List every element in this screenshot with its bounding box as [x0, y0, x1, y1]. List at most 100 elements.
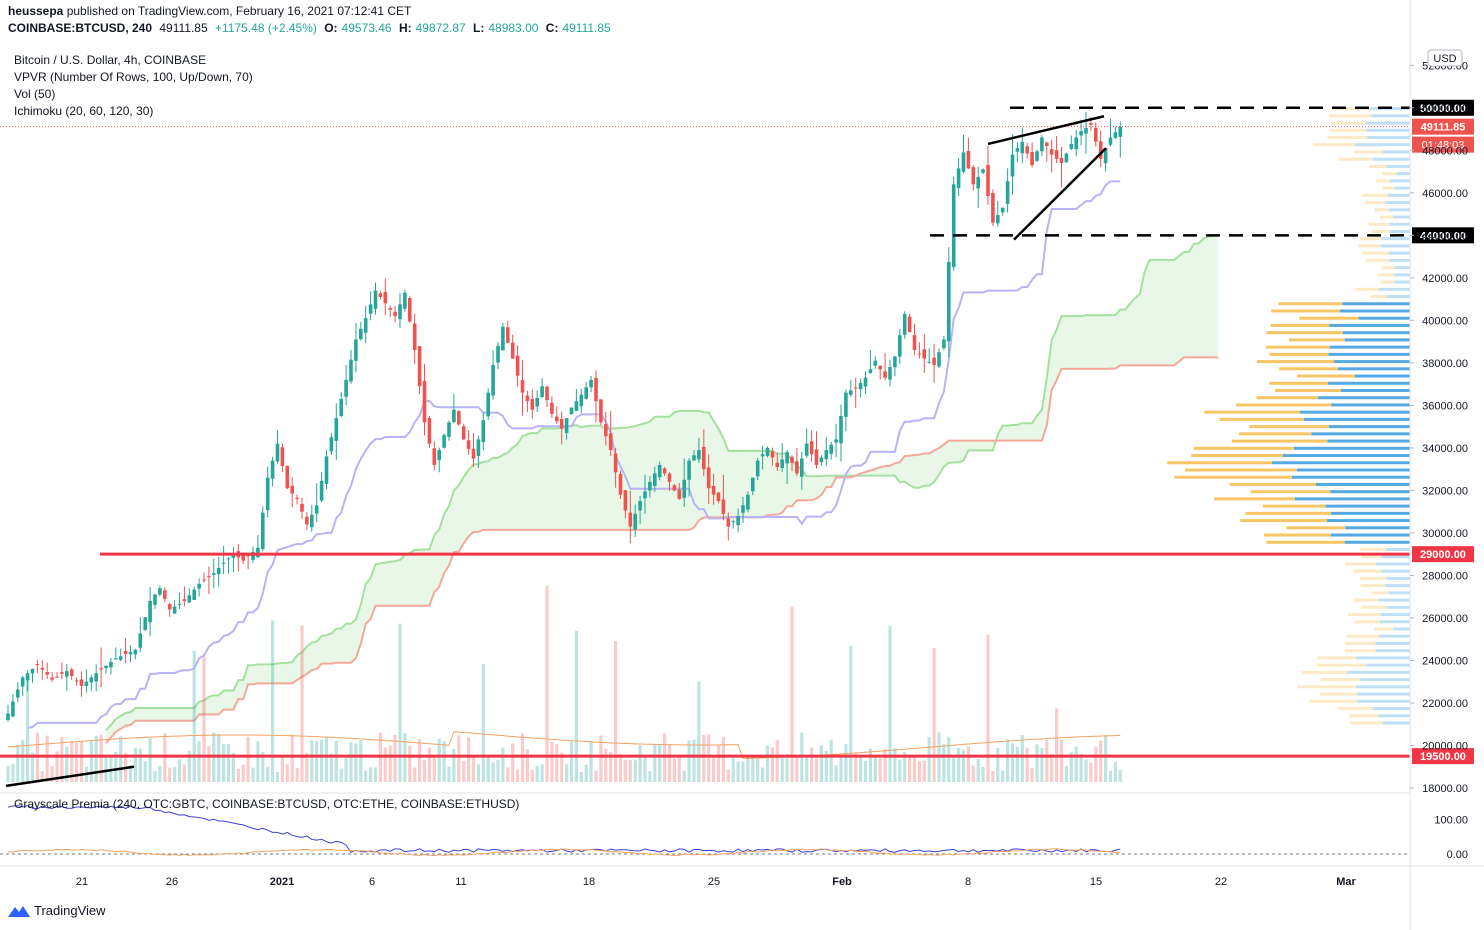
level-label-box	[1412, 546, 1474, 563]
candle-body	[1045, 142, 1049, 147]
volume-bar	[849, 645, 853, 782]
volume-bar	[927, 736, 931, 782]
vp-up-bar	[1272, 461, 1410, 465]
volume-bar	[716, 745, 721, 782]
vp-down-bar	[1365, 258, 1390, 262]
candle-body	[197, 583, 201, 589]
volume-bar	[236, 768, 240, 782]
legend-vpvr[interactable]: VPVR (Number Of Rows, 100, Up/Down, 70)	[14, 70, 253, 84]
candle-body	[525, 395, 530, 402]
volume-bar	[75, 742, 79, 782]
vp-up-bar	[1331, 403, 1410, 407]
candle-body	[966, 151, 971, 169]
candle-body	[1054, 150, 1059, 159]
price-tick-label: 18000.00	[1422, 783, 1468, 795]
candle-body	[555, 416, 559, 422]
legend-grayscale-premia[interactable]: Grayscale Premia (240, OTC:GBTC, COINBAS…	[14, 797, 520, 811]
volume-bar	[432, 755, 436, 782]
volume-bar	[1006, 739, 1010, 782]
volume-bar	[520, 733, 525, 782]
vp-up-bar	[1378, 714, 1410, 718]
candle-body	[442, 435, 446, 448]
volume-bar	[761, 767, 765, 782]
candle-body	[329, 437, 334, 452]
vp-up-bar	[1389, 179, 1410, 183]
volume-bar	[731, 757, 735, 782]
candle-body	[682, 479, 686, 498]
volume-bar	[1064, 766, 1068, 782]
legend-symbol[interactable]: Bitcoin / U.S. Dollar, 4h, COINBASE	[14, 53, 207, 67]
currency-box[interactable]	[1427, 49, 1463, 67]
bottom-trend-line	[5, 765, 135, 788]
candle-body	[138, 633, 143, 648]
vp-down-bar	[1362, 251, 1389, 255]
time-tick-label: Feb	[832, 876, 852, 888]
candle-body	[653, 473, 657, 486]
vp-down-bar	[1344, 649, 1376, 653]
vp-down-bar	[1329, 114, 1372, 118]
volume-bar	[349, 742, 353, 782]
candle-body	[770, 451, 775, 458]
trend-lines[interactable]	[5, 115, 1107, 788]
volume-bar	[854, 753, 858, 782]
candle-body	[755, 460, 760, 477]
volume-bar	[1030, 767, 1034, 782]
price-tick-label: 44000.00	[1422, 230, 1468, 242]
volume-bar	[119, 736, 123, 782]
candle-body	[677, 489, 682, 499]
candle-body	[697, 450, 701, 460]
vp-up-bar	[1394, 280, 1410, 284]
volume-bar	[217, 734, 221, 782]
candle-body	[447, 422, 451, 437]
legend-vol[interactable]: Vol (50)	[14, 87, 56, 101]
vp-up-bar	[1344, 540, 1410, 544]
tradingview-logo[interactable]: TradingView	[8, 903, 106, 918]
volume-bar	[961, 750, 966, 782]
candle-body	[84, 681, 89, 687]
vp-up-bar	[1380, 244, 1410, 248]
candle-body	[466, 440, 471, 449]
volume-bar	[883, 749, 887, 782]
candle-body	[765, 447, 770, 456]
candle-body	[506, 327, 510, 343]
candle-body	[74, 680, 79, 682]
candle-body	[324, 456, 329, 484]
candle-body	[878, 365, 882, 370]
volume-bar	[873, 756, 877, 782]
candle-body	[128, 651, 133, 655]
publisher-name[interactable]: heussepa	[8, 4, 64, 18]
vp-down-bar	[1264, 533, 1331, 537]
volume-bar	[530, 769, 534, 782]
volume-bar	[746, 755, 750, 782]
vp-down-bar	[1355, 620, 1380, 624]
vp-up-bar	[1329, 345, 1410, 349]
volume-bar	[158, 766, 162, 782]
volume-bar	[1084, 759, 1088, 782]
candle-body	[907, 316, 912, 333]
volume-bar	[197, 741, 201, 782]
symbol-label[interactable]: COINBASE:BTCUSD, 240	[8, 21, 153, 35]
volume-bar	[1055, 708, 1059, 782]
volume-bar	[996, 747, 1000, 782]
candle-body	[104, 665, 108, 669]
volume-bar	[207, 746, 211, 782]
vp-down-bar	[1316, 663, 1367, 667]
candle-body	[643, 491, 647, 499]
volume-bar	[241, 764, 245, 782]
vp-down-bar	[1266, 331, 1343, 335]
legend-ichimoku[interactable]: Ichimoku (20, 60, 120, 30)	[14, 104, 154, 118]
vp-up-bar	[1356, 656, 1410, 660]
candle-body	[711, 485, 716, 495]
candle-body	[221, 562, 226, 564]
horizontal-levels[interactable]: 50000.00 44000.00 29000.00 19500.00 49111.85…	[0, 99, 1474, 765]
candle-body	[314, 505, 319, 514]
candle-body	[873, 360, 878, 366]
candle-body	[305, 516, 309, 525]
volume-bar	[114, 751, 118, 782]
volume-bar	[496, 760, 500, 782]
volume-bar	[246, 736, 250, 782]
volume-bar	[1035, 744, 1039, 782]
volume-bar	[756, 758, 760, 782]
vp-up-bar	[1339, 309, 1410, 313]
